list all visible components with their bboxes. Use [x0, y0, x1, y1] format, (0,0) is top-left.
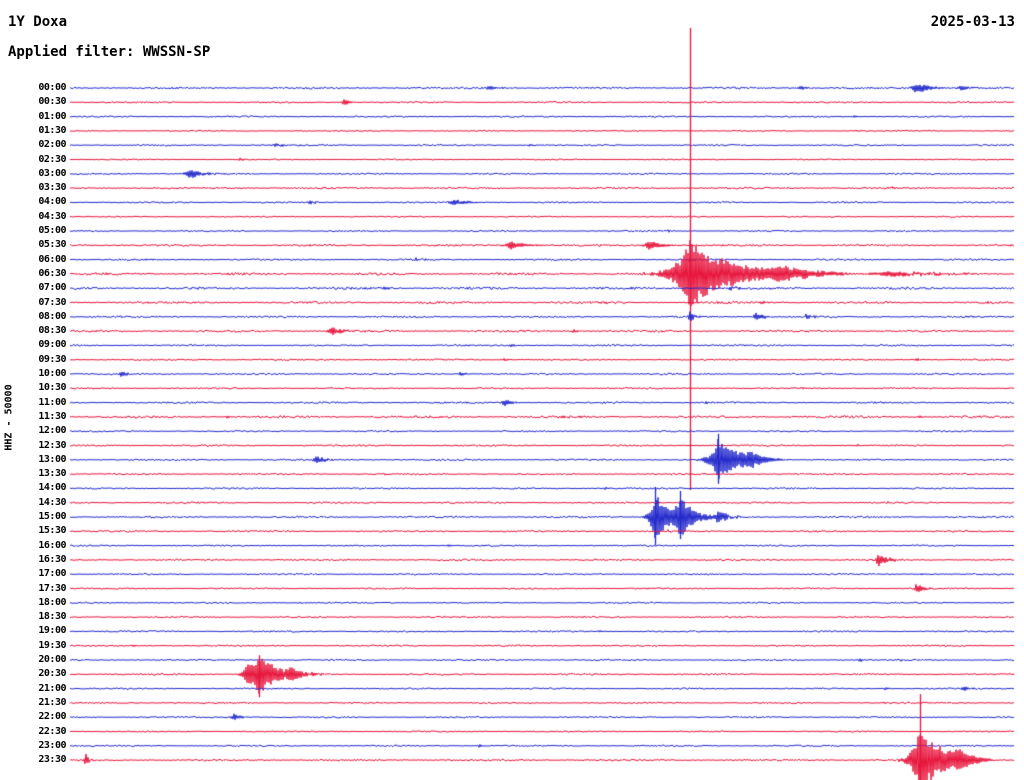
time-label: 03:30 — [38, 182, 66, 194]
time-label: 07:30 — [38, 296, 66, 308]
time-label: 10:30 — [38, 382, 66, 394]
time-label: 13:30 — [38, 468, 66, 480]
station-title: 1Y Doxa — [8, 14, 68, 30]
time-label: 13:00 — [38, 453, 66, 465]
time-label: 21:30 — [38, 696, 66, 708]
time-label: 04:30 — [38, 210, 66, 222]
time-label: 11:30 — [38, 410, 66, 422]
time-labels: 00:00 00:30 01:00 01:30 02:00 02:30 03:00 03:30… — [0, 0, 70, 780]
time-label: 14:00 — [38, 482, 66, 494]
time-label: 00:30 — [38, 96, 66, 108]
time-label: 15:30 — [38, 525, 66, 537]
time-label: 18:00 — [38, 596, 66, 608]
time-label: 01:00 — [38, 110, 66, 122]
time-label: 18:30 — [38, 611, 66, 623]
time-label: 06:00 — [38, 253, 66, 265]
time-label: 00:00 — [38, 82, 66, 93]
time-label: 07:00 — [38, 282, 66, 294]
time-label: 20:30 — [38, 668, 66, 680]
time-label: 20:00 — [38, 654, 66, 665]
time-label: 21:00 — [38, 682, 66, 694]
time-label: 02:00 — [38, 139, 66, 151]
time-label: 06:30 — [38, 267, 66, 279]
time-label: 05:30 — [38, 239, 66, 251]
time-label: 04:00 — [38, 196, 66, 208]
time-label: 12:00 — [38, 425, 66, 437]
time-label: 19:00 — [38, 625, 66, 637]
time-label: 22:00 — [38, 711, 66, 723]
time-label: 22:30 — [38, 725, 66, 737]
header-date: 2025-03-13 — [930, 14, 1015, 30]
time-label: 16:30 — [38, 553, 66, 565]
time-label: 15:00 — [38, 511, 66, 522]
time-label: 08:30 — [38, 325, 66, 337]
time-label: 19:30 — [38, 639, 66, 651]
time-label: 23:00 — [38, 739, 66, 751]
filter-label: Applied filter: WWSSN-SP — [8, 44, 211, 60]
time-label: 11:00 — [38, 396, 66, 408]
time-label: 02:30 — [38, 153, 66, 165]
time-label: 03:00 — [38, 167, 66, 179]
time-label: 09:00 — [38, 339, 66, 351]
time-label: 16:00 — [38, 539, 66, 551]
time-label: 08:00 — [38, 310, 66, 322]
time-label: 01:30 — [38, 124, 66, 136]
time-label: 09:30 — [38, 353, 66, 365]
time-label: 05:00 — [38, 225, 66, 236]
time-label: 14:30 — [38, 496, 66, 508]
time-label: 17:30 — [38, 582, 66, 594]
time-label: 23:30 — [38, 754, 66, 766]
time-label: 10:00 — [38, 368, 66, 379]
time-label: 17:00 — [38, 568, 66, 580]
time-label: 12:30 — [38, 439, 66, 451]
